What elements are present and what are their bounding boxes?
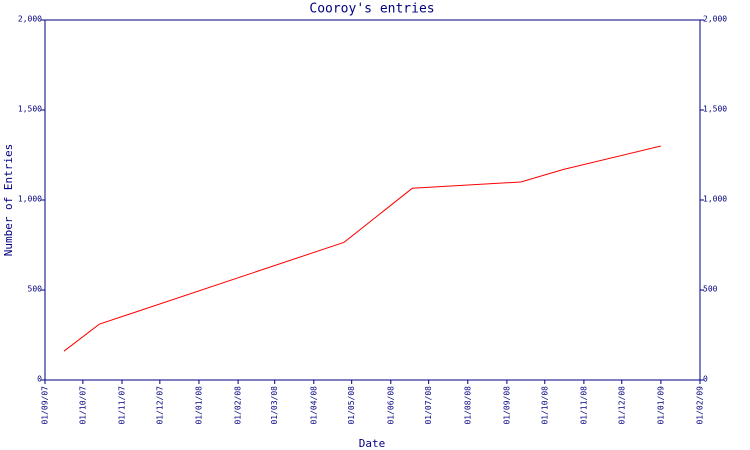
y-tick-label: 1,500 [18,105,42,114]
x-tick-label: 01/08/08 [463,386,472,425]
x-tick-label: 01/11/07 [117,386,126,425]
x-tick-label: 01/11/08 [579,386,588,425]
x-tick-label: 01/07/08 [424,386,433,425]
x-tick-label: 01/01/09 [656,386,665,425]
x-tick-label: 01/12/08 [617,386,626,425]
data-line [63,145,661,352]
x-tick-label: 01/01/08 [194,386,203,425]
x-tick-label: 01/09/08 [502,386,511,425]
x-tick-label: 01/10/08 [540,386,549,425]
y-axis-label: Number of Entries [2,144,15,257]
x-tick-label: 01/04/08 [309,386,318,425]
x-tick-label: 01/02/09 [696,386,705,425]
x-tick-label: 01/09/07 [41,386,50,425]
y-tick-label: 500 [28,285,43,294]
y2-tick-label: 1,500 [703,105,727,114]
x-tick-label: 01/06/08 [386,386,395,425]
x-tick-label: 01/03/08 [270,386,279,425]
y2-tick-label: 0 [703,375,708,384]
chart-title: Cooroy's entries [309,2,434,17]
x-tick-label: 01/10/07 [78,386,87,425]
y-tick-label: 1,000 [18,195,42,204]
x-tick-label: 01/12/07 [155,386,164,425]
y-tick-label: 2,000 [18,15,42,24]
y-tick-label: 0 [37,375,42,384]
x-tick-label: 01/05/08 [347,386,356,425]
y2-tick-label: 1,000 [703,195,727,204]
x-tick-label: 01/02/08 [234,386,243,425]
y2-tick-label: 500 [703,285,718,294]
y2-tick-label: 2,000 [703,15,727,24]
x-axis-label: Date [359,437,386,450]
plot-frame [44,19,701,381]
